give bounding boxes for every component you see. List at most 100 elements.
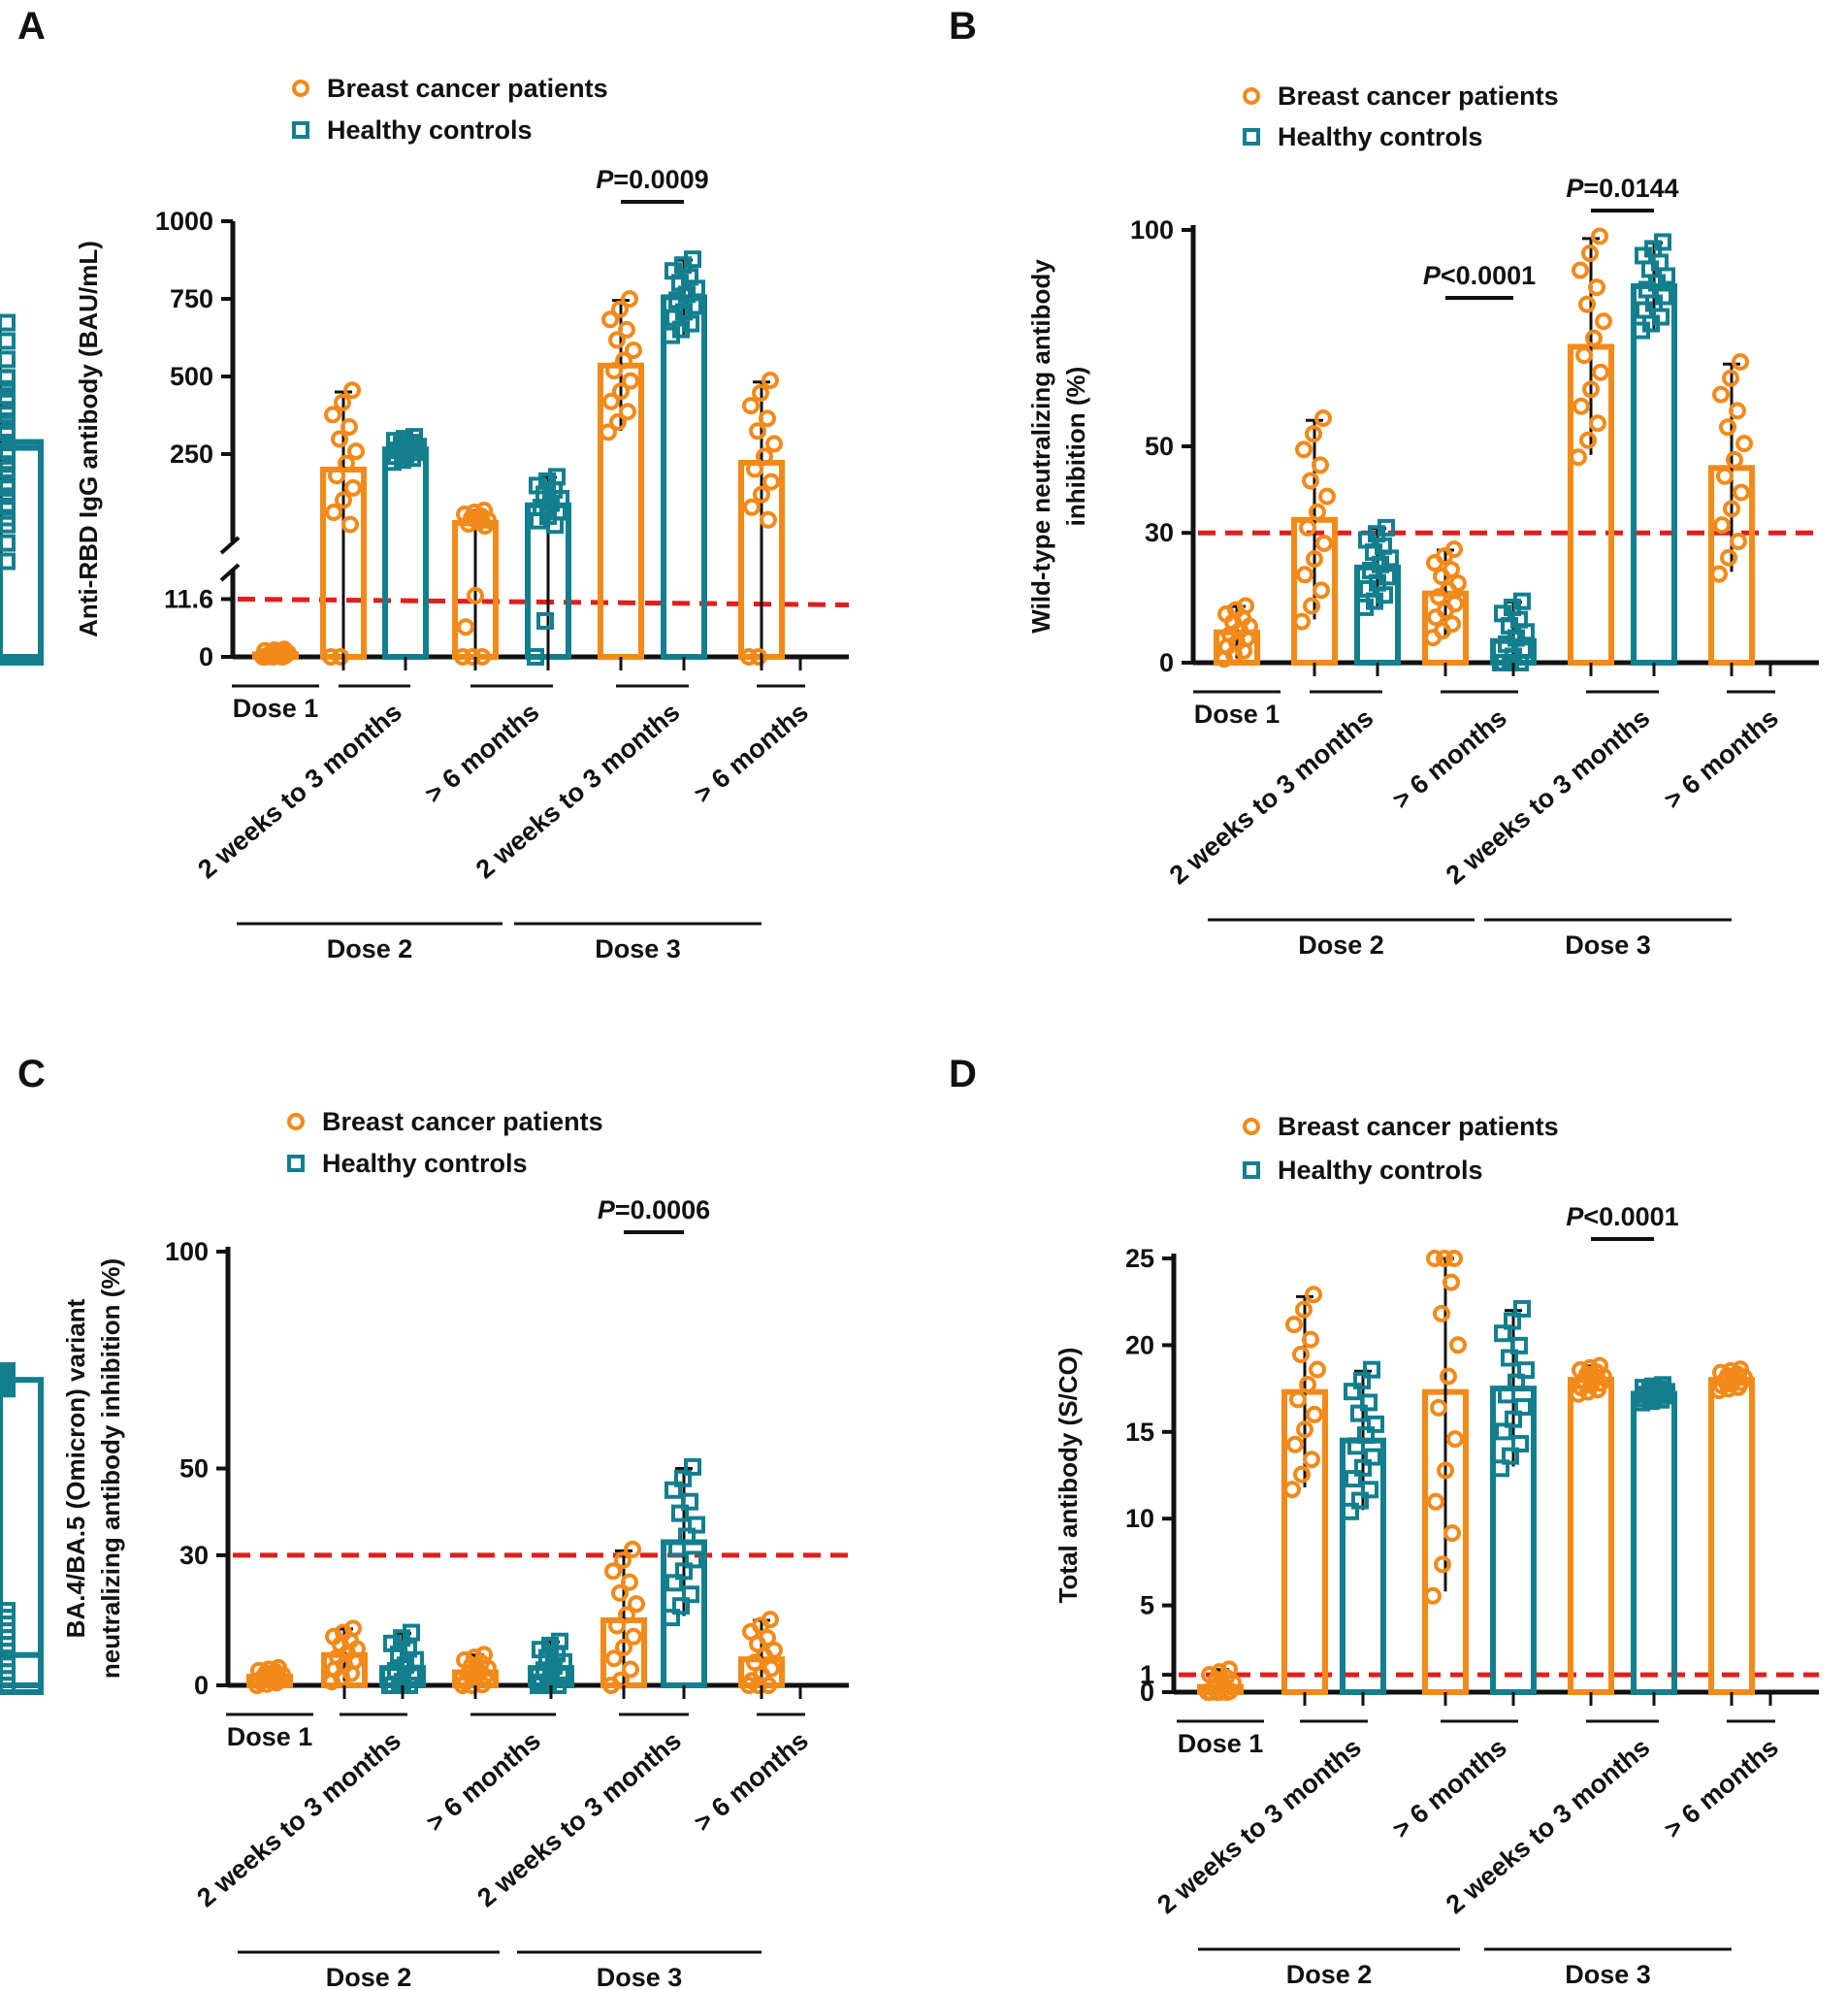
data-point-patients [466,503,483,521]
data-point-patients [612,1671,630,1689]
data-point-controls [403,1623,420,1642]
data-point-controls [527,648,544,666]
data-point-controls [1364,1448,1381,1466]
data-point-patients [622,372,639,390]
data-point-patients [756,447,773,466]
data-point-controls [386,432,404,450]
data-point-controls [1347,1437,1365,1455]
data-point-patients [260,1660,277,1679]
dose-label: Dose 3 [1565,930,1651,960]
legend: Breast cancer patients Healthy controls [287,1107,603,1178]
data-point-patients [1712,1363,1730,1382]
x-group-label: Dose 1 [227,1722,313,1751]
data-point-patients [1581,1358,1599,1377]
data-point-patients [752,384,769,403]
data-point-patients [1305,425,1322,443]
data-point-controls [1378,518,1395,537]
data-point-patients [1713,516,1731,535]
data-point-patients [749,422,766,440]
y-tick-label: 0 [194,1671,209,1700]
data-point-controls [0,332,16,350]
data-point-patients [621,290,638,309]
data-point-controls [1513,592,1531,610]
data-point-patients [1591,227,1608,245]
x-group-label: Dose 1 [1178,1729,1264,1758]
y-tick-label: 50 [1145,432,1174,461]
legend-marker-controls [1243,1161,1260,1179]
data-point-patients [1299,518,1316,537]
data-point-patients [762,371,779,389]
data-point-controls [538,472,556,490]
legend-marker-controls [287,1155,305,1172]
x-group-label: Dose 1 [1194,700,1281,729]
data-point-controls [1502,1447,1519,1465]
data-point-patients [334,393,351,411]
data-point-patients [612,382,630,401]
data-point-controls [536,611,554,630]
data-point-patients [1305,1286,1322,1304]
data-point-patients [602,392,620,410]
data-point-controls [1508,1373,1525,1391]
legend-marker-patients [1243,87,1260,105]
data-point-patients [740,648,758,666]
data-point-patients [615,351,632,370]
data-point-patients [619,403,636,421]
data-point-patients [605,1649,623,1668]
threshold-line [237,596,850,607]
data-point-controls [1495,1422,1512,1441]
y-tick-label: 100 [1130,215,1174,245]
data-point-patients [454,648,471,666]
data-point-controls [665,1481,682,1499]
dose-label: Dose 3 [595,934,681,963]
y-tick-label: 100 [165,1237,209,1266]
data-point-patients [742,397,760,415]
data-point-patients [332,648,349,666]
data-point-controls [551,1632,568,1650]
data-point-patients [601,310,619,329]
data-point-controls [1354,1458,1372,1477]
data-point-patients [1306,1405,1323,1423]
data-point-controls [1360,1393,1378,1412]
data-point-controls [1351,1491,1369,1510]
data-point-patients [324,406,341,424]
legend-label-controls: Healthy controls [327,115,533,145]
dose-label: Dose 3 [597,1963,683,1990]
data-point-patients [335,491,352,509]
data-point-controls [0,350,16,369]
panel-label: D [949,1053,977,1095]
data-point-patients [1592,363,1609,381]
data-point-patients [1443,561,1460,579]
data-point-patients [1434,1555,1451,1574]
data-point-patients [1572,261,1589,279]
data-point-controls [1511,1434,1529,1452]
data-point-patients [760,510,777,529]
data-point-patients [746,460,763,478]
data-point-patients [1710,565,1728,583]
data-point-patients [475,501,493,519]
data-point-controls [0,369,16,387]
data-point-patients [1719,418,1736,437]
data-point-patients [1296,1420,1313,1439]
data-point-patients [1285,1316,1303,1334]
data-point-patients [622,1660,639,1679]
p-value-label: P=0.0144 [1566,174,1678,203]
data-point-controls [1505,1410,1522,1428]
dose-label: Dose 2 [1286,1960,1373,1989]
data-point-controls [1654,1376,1671,1394]
data-point-controls [0,442,16,461]
legend-marker-patients [292,80,309,97]
data-point-patients [1581,245,1599,263]
data-point-patients [1582,380,1600,399]
data-point-patients [1443,1524,1461,1543]
data-point-controls [665,1574,683,1592]
data-point-patients [1289,1390,1307,1409]
data-point-patients [1293,1465,1311,1484]
y-axis-label: inhibition (%) [1061,367,1090,527]
dose-label: Dose 3 [1565,1960,1651,1989]
data-point-patients [256,641,274,660]
legend-label-controls: Healthy controls [322,1149,528,1178]
p-value-text: =0.0006 [615,1195,710,1224]
data-point-patients [1309,1360,1326,1379]
